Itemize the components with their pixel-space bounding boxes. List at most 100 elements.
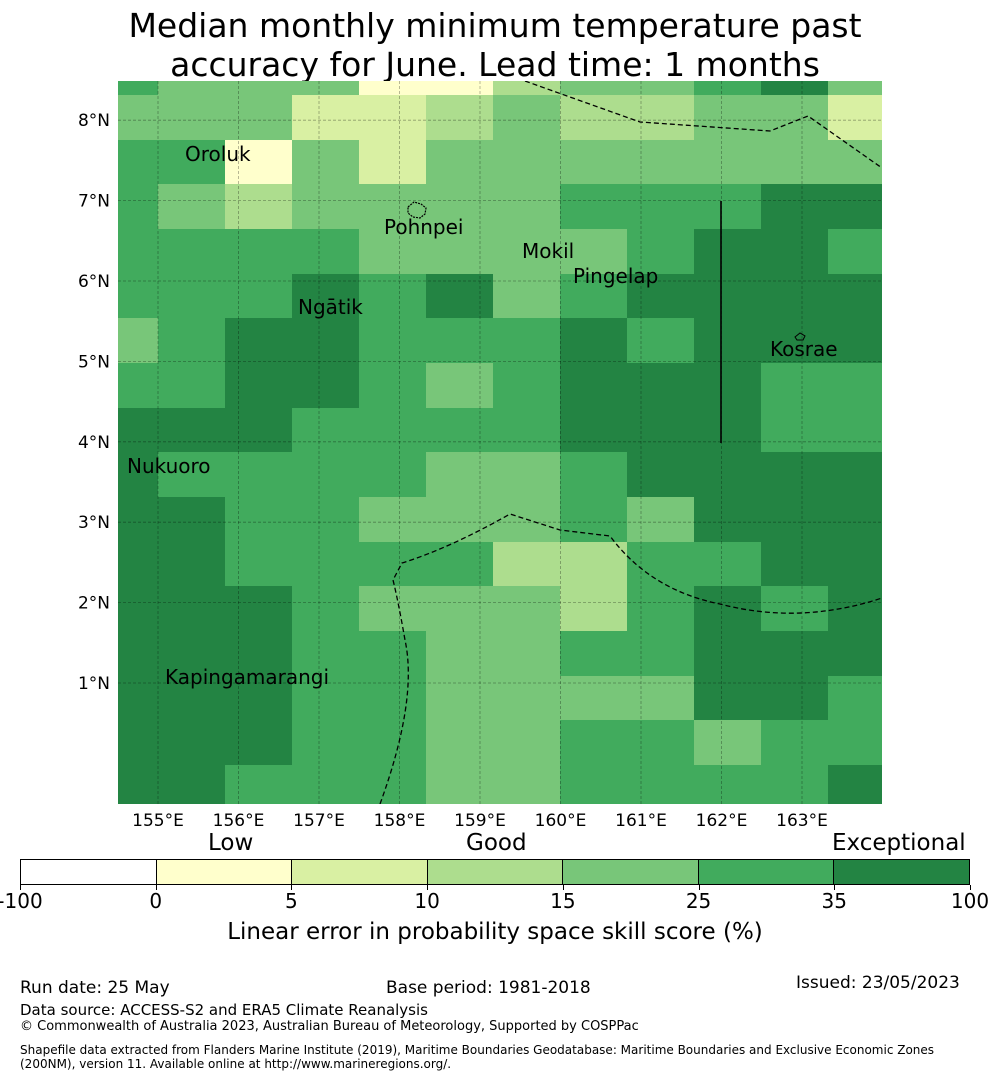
skill-cell <box>158 229 226 275</box>
skill-cell <box>627 452 695 498</box>
skill-cell <box>292 318 360 364</box>
skill-cell <box>627 542 695 587</box>
skill-cell <box>225 274 293 319</box>
skill-cell <box>493 229 561 275</box>
skill-cell <box>158 720 226 766</box>
skill-cell <box>694 81 762 96</box>
skill-cell <box>359 631 427 677</box>
skill-cell <box>493 765 561 804</box>
kosrae-island-outline <box>794 332 806 341</box>
eez-boundary-south <box>379 513 882 804</box>
longitude-tick-label: 155°E <box>132 811 184 830</box>
shapefile-credit-line1: Shapefile data extracted from Flanders M… <box>20 1043 935 1057</box>
skill-cell <box>828 318 882 364</box>
skill-cell <box>359 586 427 632</box>
skill-cell <box>694 631 762 677</box>
skill-cell <box>359 497 427 543</box>
skill-cell <box>158 765 226 804</box>
skill-cell <box>828 140 882 185</box>
skill-cell <box>694 452 762 498</box>
skill-cell <box>828 720 882 766</box>
skill-cell <box>158 274 226 319</box>
skill-cell <box>493 274 561 319</box>
skill-cell <box>292 720 360 766</box>
skill-cell <box>761 140 829 185</box>
skill-cell <box>828 497 882 543</box>
skill-cell <box>694 363 762 409</box>
skill-cell <box>225 318 293 364</box>
skill-cell <box>359 452 427 498</box>
run-date: Run date: 25 May <box>20 978 170 998</box>
skill-cell <box>359 720 427 766</box>
skill-cell <box>627 95 695 141</box>
skill-cell <box>426 318 494 364</box>
island-label: Pohnpei <box>384 215 464 239</box>
skill-cell <box>694 497 762 543</box>
skill-cell <box>118 452 159 498</box>
skill-cell <box>627 274 695 319</box>
island-shapes <box>407 201 806 341</box>
skill-cell <box>694 274 762 319</box>
skill-cell <box>158 140 226 185</box>
skill-cell <box>225 363 293 409</box>
issued-date: Issued: 23/05/2023 <box>796 973 960 993</box>
skill-cell <box>761 765 829 804</box>
skill-cell <box>359 229 427 275</box>
latitude-tick-label: 7°N <box>78 192 110 212</box>
skill-cell <box>560 542 628 587</box>
longitude-tick-label: 161°E <box>615 811 667 830</box>
colorbar-tick-label: 35 <box>821 889 848 913</box>
skill-cell <box>761 631 829 677</box>
skill-cell <box>493 140 561 185</box>
skill-cell <box>118 81 159 96</box>
skill-cell <box>560 452 628 498</box>
skill-cell <box>225 229 293 275</box>
skill-cell <box>560 274 628 319</box>
colorbar-tick-label: -100 <box>0 889 43 913</box>
skill-cell <box>158 452 226 498</box>
skill-cell <box>761 81 829 96</box>
legend-exceptional-label: Exceptional <box>832 830 966 856</box>
eez-boundary-north <box>524 81 882 169</box>
skill-cell <box>694 676 762 721</box>
skill-cell <box>225 95 293 141</box>
skill-cell <box>828 81 882 96</box>
skill-cell <box>493 720 561 766</box>
skill-cell <box>761 318 829 364</box>
data-source: Data source: ACCESS-S2 and ERA5 Climate … <box>20 1001 428 1019</box>
colorbar-tick-mark <box>291 885 293 890</box>
skill-cell <box>118 408 159 453</box>
colorbar-tick-label: 15 <box>550 889 576 913</box>
skill-cell <box>426 765 494 804</box>
skill-cell <box>158 95 226 141</box>
latitude-tick-label: 2°N <box>78 594 110 614</box>
skill-cell <box>694 542 762 587</box>
pohnpei-island-outline <box>407 201 427 219</box>
colorbar-segment <box>698 860 835 884</box>
skill-cell <box>292 408 360 453</box>
skill-cell <box>761 542 829 587</box>
skill-cell <box>158 81 226 96</box>
skill-cell <box>627 184 695 230</box>
longitude-tick-label: 162°E <box>696 811 748 830</box>
skill-cell <box>828 229 882 275</box>
skill-cell <box>828 631 882 677</box>
skill-cell <box>359 676 427 721</box>
colorbar-tick-mark <box>20 885 21 890</box>
map-title: Median monthly minimum temperature past … <box>0 6 990 84</box>
skill-cell <box>560 229 628 275</box>
skill-cell <box>225 140 293 185</box>
skill-cell <box>761 95 829 141</box>
eez-boundaries <box>379 81 882 804</box>
island-label: Kapingamarangi <box>165 665 329 689</box>
island-label: Pingelap <box>573 264 658 288</box>
skill-cell <box>828 586 882 632</box>
skill-cell <box>426 408 494 453</box>
skill-cell <box>225 408 293 453</box>
colorbar-tick-mark <box>155 885 157 890</box>
skill-cell <box>158 184 226 230</box>
skill-cell <box>761 363 829 409</box>
skill-cell <box>627 765 695 804</box>
